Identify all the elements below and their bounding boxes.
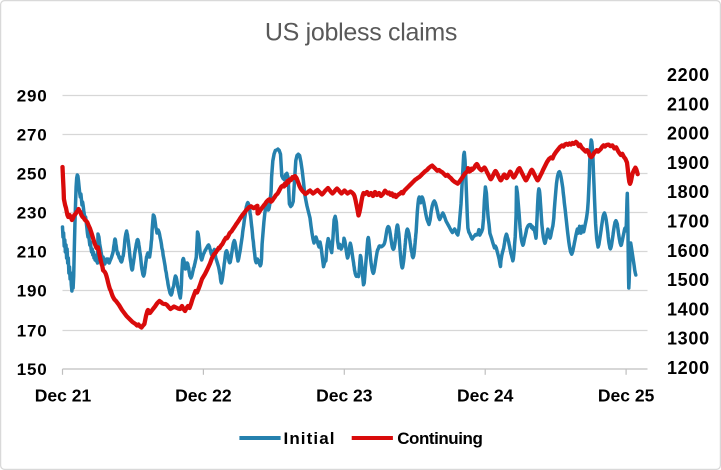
svg-text:Initial: Initial	[284, 429, 336, 448]
svg-text:1300: 1300	[667, 329, 710, 349]
svg-text:1800: 1800	[667, 182, 710, 202]
svg-text:Dec 22: Dec 22	[175, 385, 232, 405]
svg-text:250: 250	[17, 164, 48, 183]
svg-text:1400: 1400	[667, 299, 710, 319]
svg-text:Dec 23: Dec 23	[316, 385, 373, 405]
svg-text:270: 270	[17, 125, 48, 144]
svg-text:1600: 1600	[667, 241, 710, 261]
svg-text:Dec 24: Dec 24	[457, 385, 514, 405]
svg-text:290: 290	[17, 86, 48, 105]
svg-text:US jobless claims: US jobless claims	[265, 19, 457, 47]
svg-text:1500: 1500	[667, 270, 710, 290]
svg-text:2100: 2100	[667, 94, 710, 114]
svg-text:1900: 1900	[667, 153, 710, 173]
svg-text:Dec 21: Dec 21	[35, 385, 92, 405]
svg-text:210: 210	[17, 242, 48, 261]
svg-text:190: 190	[17, 281, 48, 300]
svg-text:Continuing: Continuing	[397, 429, 482, 448]
svg-text:1200: 1200	[667, 358, 710, 378]
svg-text:2000: 2000	[667, 124, 710, 144]
svg-text:1700: 1700	[667, 212, 710, 232]
svg-text:230: 230	[17, 203, 48, 222]
svg-text:150: 150	[17, 360, 48, 379]
svg-text:Dec 25: Dec 25	[598, 385, 655, 405]
svg-text:2200: 2200	[667, 65, 710, 85]
svg-text:170: 170	[17, 321, 48, 340]
